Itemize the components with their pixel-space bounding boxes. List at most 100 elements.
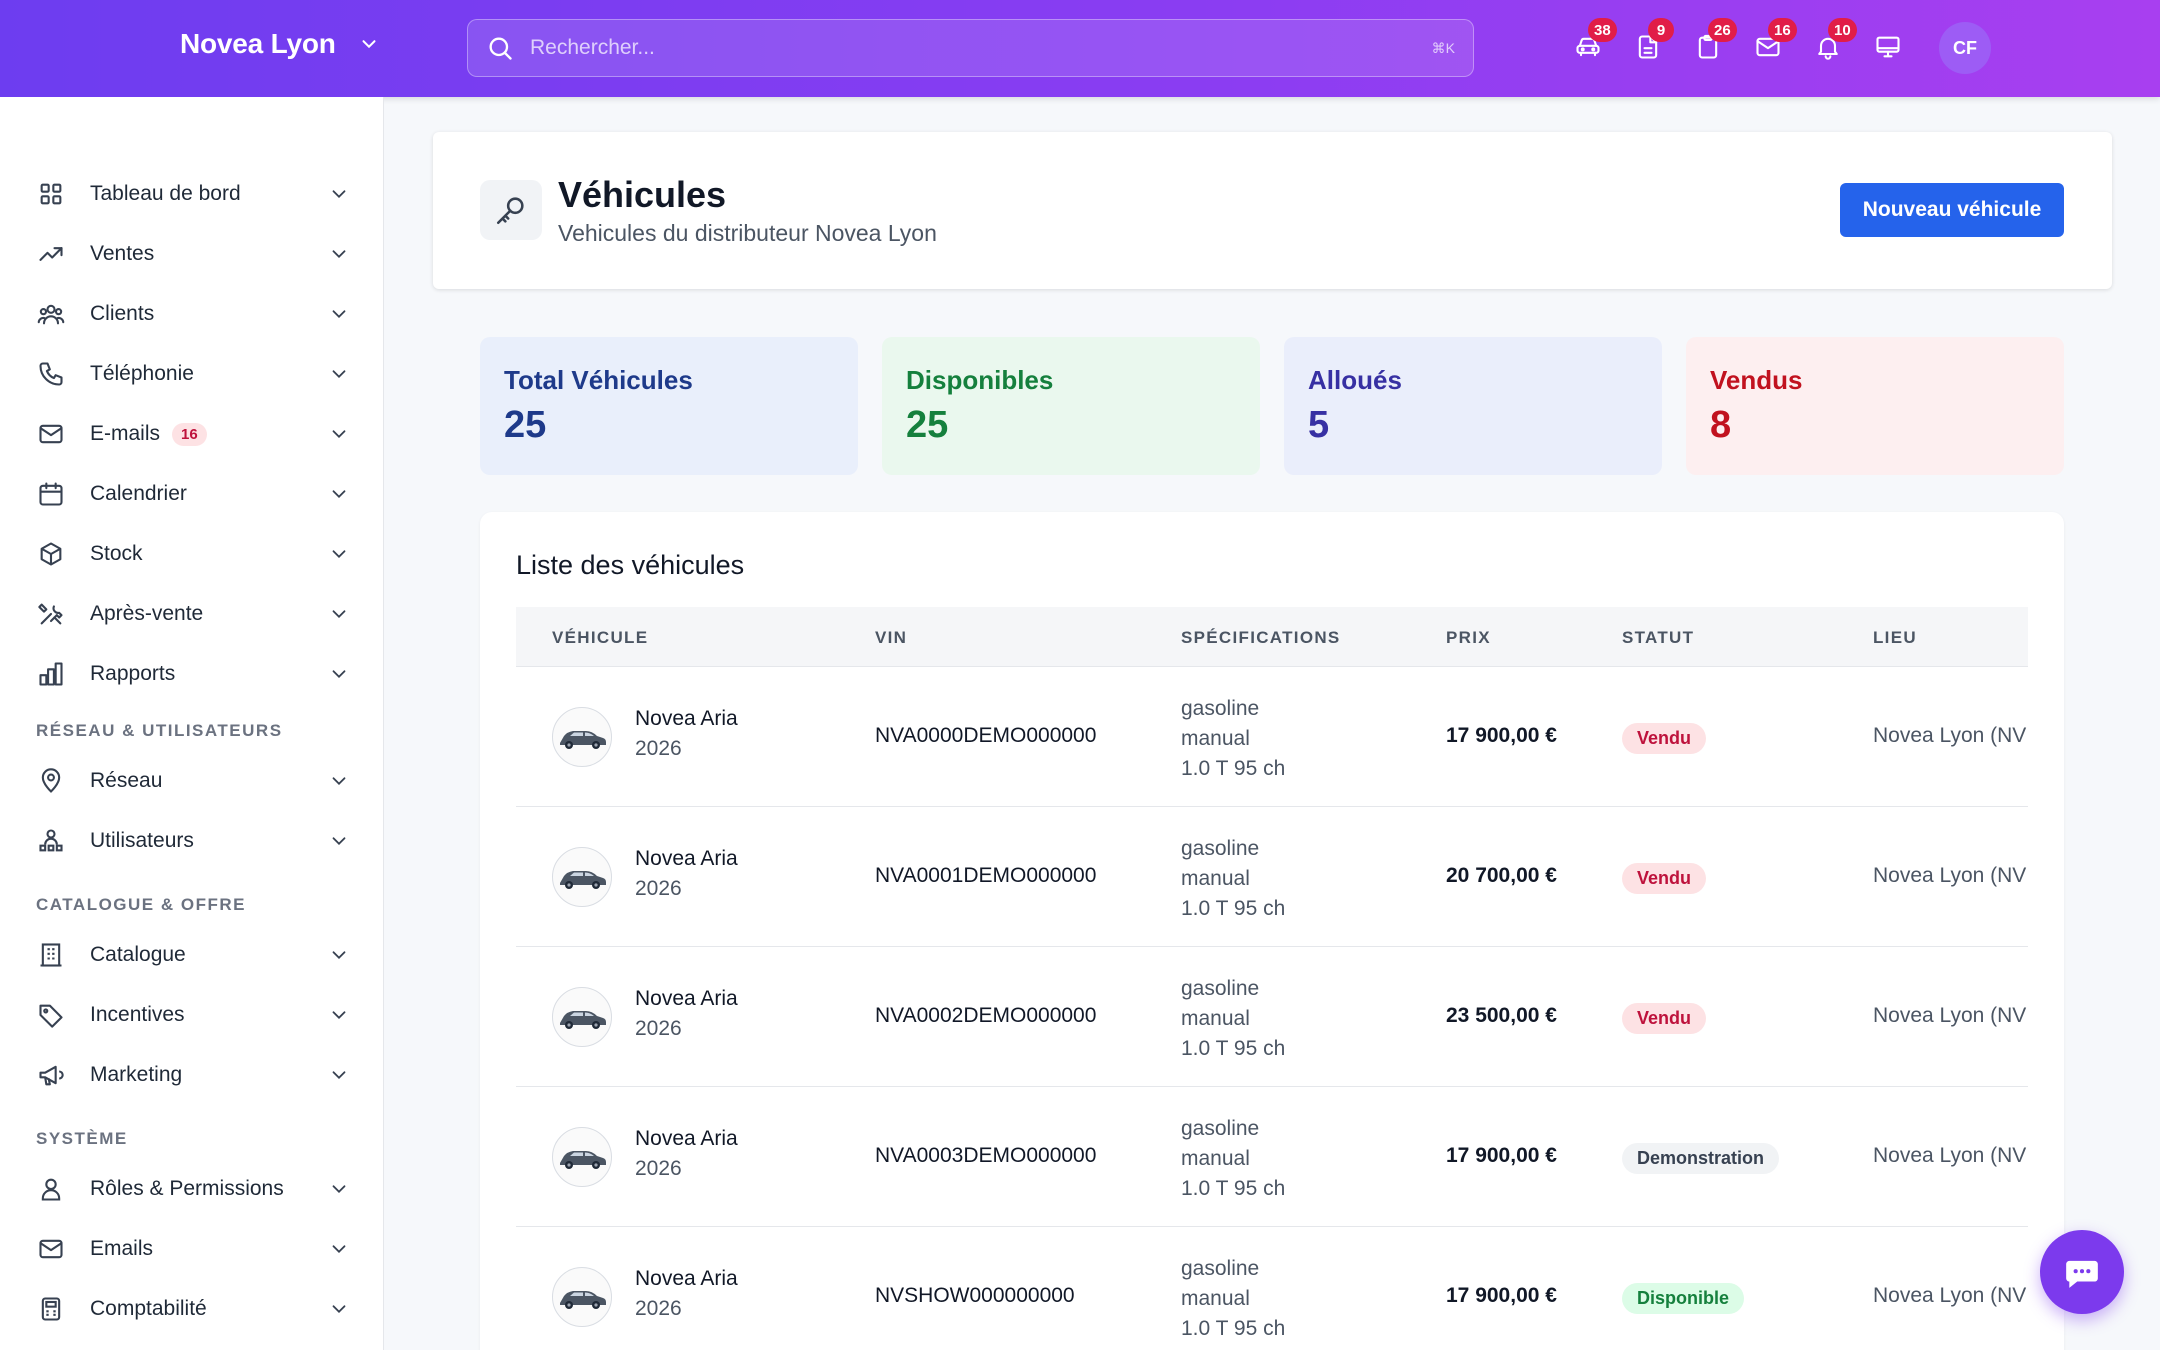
tag-icon (36, 1000, 66, 1030)
sidebar-item-reports[interactable]: Rapports (36, 650, 350, 698)
user-network-icon (36, 826, 66, 856)
table-row[interactable]: Novea Aria 2026 NVA0003DEMO000000 gasoline m… (516, 1087, 2028, 1227)
sidebar-item-label: Catalogue (90, 943, 186, 966)
sidebar-item-sales[interactable]: Ventes (36, 230, 350, 278)
status-badge: Vendu (1622, 723, 1707, 754)
spec-engine: 1.0 T 95 ch (1181, 1317, 1286, 1340)
column-header[interactable]: LIEU (1873, 628, 1917, 647)
sidebar-item-incentives[interactable]: Incentives (36, 991, 350, 1039)
vehicle-price: 17 900,00 € (1446, 1284, 1557, 1307)
chat-button[interactable] (2040, 1230, 2124, 1314)
sidebar-item-accounting[interactable]: Comptabilité (36, 1285, 350, 1333)
sidebar-item-dashboard[interactable]: Tableau de bord (36, 170, 350, 218)
spec-gearbox: manual (1181, 727, 1250, 750)
vehicle-vin: NVA0002DEMO000000 (875, 1004, 1097, 1027)
status-badge: Disponible (1622, 1283, 1745, 1314)
sidebar-item-after-sales[interactable]: Après-vente (36, 590, 350, 638)
chat-bubble-icon (2066, 1260, 2098, 1288)
calendar-icon (36, 479, 66, 509)
chevron-down-icon (332, 550, 346, 559)
chevron-down-icon (332, 370, 346, 379)
list-title: Liste des véhicules (516, 550, 745, 580)
column-header[interactable]: PRIX (1446, 628, 1491, 647)
chevron-down-icon (332, 1245, 346, 1254)
section-title-catalogue: CATALOGUE & OFFRE (36, 895, 246, 914)
grid-icon (36, 179, 66, 209)
chevron-down-icon (332, 777, 346, 786)
spec-fuel: gasoline (1181, 697, 1260, 720)
column-header[interactable]: VÉHICULE (552, 628, 649, 647)
column-header[interactable]: VIN (875, 628, 908, 647)
vehicle-specs: gasoline manual 1.0 T 95 ch (1181, 834, 1285, 924)
table-row[interactable]: Novea Aria 2026 NVSHOW000000000 gasoline man… (516, 1227, 2028, 1350)
sidebar-item-catalogue[interactable]: Catalogue (36, 931, 350, 979)
page-title: Véhicules (558, 174, 727, 215)
sidebar-item-users[interactable]: Utilisateurs (36, 817, 350, 865)
mail-icon (1756, 37, 1780, 57)
vehicle-year: 2026 (635, 737, 682, 760)
notification-count: 38 (1588, 18, 1617, 42)
user-avatar[interactable]: CF (1939, 22, 1991, 74)
display-button[interactable] (1872, 24, 1904, 70)
chevron-down-icon (332, 250, 346, 259)
sidebar-item-system-emails[interactable]: Emails (36, 1225, 350, 1273)
chart-icon (36, 659, 66, 689)
sidebar-item-clients[interactable]: Clients (36, 290, 350, 338)
sidebar-item-telephony[interactable]: Téléphonie (36, 350, 350, 398)
new-vehicle-button[interactable]: Nouveau véhicule (1840, 183, 2064, 237)
table-row[interactable]: Novea Aria 2026 NVA0000DEMO000000 gasoline m… (516, 667, 2028, 807)
table-row[interactable]: Novea Aria 2026 NVA0001DEMO000000 gasoline m… (516, 807, 2028, 947)
alerts-notification-button[interactable]: 10 (1812, 18, 1857, 70)
search-input[interactable] (530, 36, 1432, 60)
spec-engine: 1.0 T 95 ch (1181, 1177, 1286, 1200)
status-badge: Vendu (1622, 1003, 1707, 1034)
spec-gearbox: manual (1181, 1287, 1250, 1310)
sidebar-item-label: Marketing (90, 1063, 183, 1086)
building-icon (36, 940, 66, 970)
vehicle-vin: NVA0001DEMO000000 (875, 864, 1097, 887)
sidebar-item-roles[interactable]: Rôles & Permissions (36, 1165, 350, 1213)
calculator-icon (36, 1294, 66, 1324)
vehicle-name: Novea Aria (635, 707, 738, 730)
tools-icon (36, 599, 66, 629)
sidebar-item-calendar[interactable]: Calendrier (36, 470, 350, 518)
vehicle-name: Novea Aria (635, 987, 738, 1010)
search-icon (489, 37, 512, 60)
sidebar-item-marketing[interactable]: Marketing (36, 1051, 350, 1099)
mail-icon (36, 1234, 66, 1264)
vehicle-year: 2026 (635, 1297, 682, 1320)
table-row[interactable]: Novea Aria 2026 NVA0002DEMO000000 gasoline m… (516, 947, 2028, 1087)
chevron-down-icon (332, 1305, 346, 1314)
sidebar-item-stock[interactable]: Stock (36, 530, 350, 578)
vehicle-price: 20 700,00 € (1446, 864, 1557, 887)
unread-count-badge: 16 (172, 422, 207, 446)
sidebar-item-network[interactable]: Réseau (36, 757, 350, 805)
sidebar-item-label: Utilisateurs (90, 829, 194, 852)
section-title-network: RÉSEAU & UTILISATEURS (36, 721, 283, 740)
vehicle-name: Novea Aria (635, 1267, 738, 1290)
documents-notification-button[interactable]: 9 (1632, 18, 1674, 70)
spec-fuel: gasoline (1181, 837, 1260, 860)
stat-label: Disponibles (906, 365, 1054, 395)
tasks-notification-button[interactable]: 26 (1692, 18, 1737, 70)
vehicle-price: 17 900,00 € (1446, 1144, 1557, 1167)
search-bar[interactable]: ⌘K (467, 19, 1474, 77)
sidebar-item-label: Ventes (90, 242, 155, 265)
megaphone-icon (36, 1060, 66, 1090)
sidebar-item-emails[interactable]: E-mails 16 (36, 410, 350, 458)
dealer-switcher[interactable]: Novea Lyon (180, 28, 380, 60)
vehicle-name: Novea Aria (635, 847, 738, 870)
box-icon (36, 539, 66, 569)
sidebar-item-label: Emails (90, 1237, 154, 1260)
vehicle-specs: gasoline manual 1.0 T 95 ch (1181, 694, 1285, 784)
chevron-down-icon (332, 670, 346, 679)
column-header[interactable]: STATUT (1622, 628, 1695, 647)
vehicles-notification-button[interactable]: 38 (1572, 18, 1617, 70)
sidebar-item-label: Clients (90, 302, 155, 325)
sidebar-item-label: E-mails (90, 422, 161, 445)
vehicle-location: Novea Lyon (NV (1873, 1144, 2027, 1167)
vehicle-thumbnail (552, 987, 612, 1047)
page-subtitle: Vehicules du distributeur Novea Lyon (558, 220, 937, 246)
column-header[interactable]: SPÉCIFICATIONS (1181, 628, 1341, 647)
mail-notification-button[interactable]: 16 (1752, 18, 1797, 70)
